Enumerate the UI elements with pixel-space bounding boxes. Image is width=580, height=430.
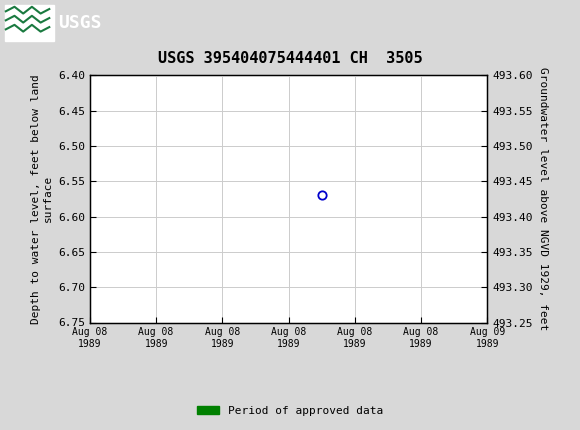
Bar [5,4,54,41]
Legend: Period of approved data: Period of approved data [193,401,387,420]
Y-axis label: Depth to water level, feet below land
surface: Depth to water level, feet below land su… [31,74,52,324]
Y-axis label: Groundwater level above NGVD 1929, feet: Groundwater level above NGVD 1929, feet [538,67,548,331]
Text: USGS 395404075444401 CH  3505: USGS 395404075444401 CH 3505 [158,51,422,65]
Text: USGS: USGS [58,14,102,31]
